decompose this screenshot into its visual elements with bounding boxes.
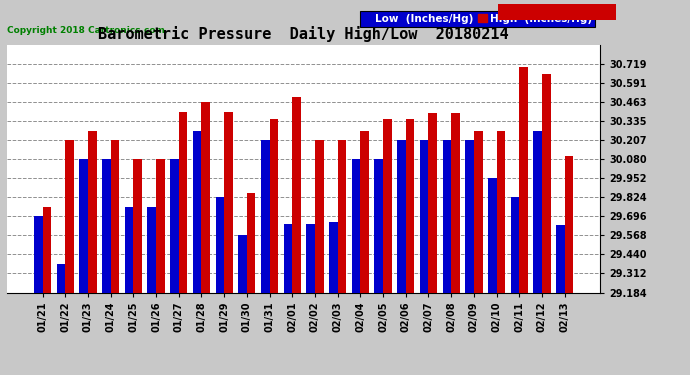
Bar [125, 207, 133, 292]
Legend: Low  (Inches/Hg), High  (Inches/Hg): Low (Inches/Hg), High (Inches/Hg) [360, 10, 595, 27]
Bar [261, 140, 270, 292]
Bar [43, 207, 51, 292]
Bar [133, 159, 142, 292]
Bar [488, 178, 497, 292]
Bar [306, 224, 315, 292]
Bar [533, 131, 542, 292]
Bar [397, 140, 406, 292]
Bar [79, 159, 88, 292]
Bar [352, 159, 360, 292]
Bar [511, 197, 520, 292]
Bar [247, 194, 255, 292]
Bar [329, 222, 337, 292]
Bar [442, 140, 451, 292]
Bar [57, 264, 65, 292]
Bar [474, 131, 482, 292]
Bar [406, 119, 415, 292]
Bar [65, 140, 74, 292]
Bar [315, 140, 324, 292]
Bar [215, 197, 224, 292]
Bar [293, 97, 301, 292]
Bar [375, 159, 383, 292]
Bar [148, 207, 156, 292]
Bar [156, 159, 165, 292]
Bar [520, 67, 528, 292]
Bar [428, 113, 437, 292]
Bar [179, 111, 188, 292]
Bar [337, 140, 346, 292]
Bar [238, 236, 247, 292]
Bar [88, 131, 97, 292]
Bar [34, 216, 43, 292]
Bar [193, 131, 201, 292]
Title: Barometric Pressure  Daily High/Low  20180214: Barometric Pressure Daily High/Low 20180… [98, 27, 509, 42]
Bar [556, 225, 564, 292]
Bar [542, 74, 551, 292]
Text: Copyright 2018 Cartronics.com: Copyright 2018 Cartronics.com [7, 26, 165, 35]
Bar [110, 140, 119, 292]
Bar [102, 159, 110, 292]
Bar [497, 131, 505, 292]
Bar [224, 111, 233, 292]
Bar [201, 102, 210, 292]
Bar [360, 131, 369, 292]
Bar [451, 113, 460, 292]
Bar [564, 156, 573, 292]
Bar [465, 140, 474, 292]
Bar [383, 119, 392, 292]
Bar [420, 140, 428, 292]
Bar [170, 159, 179, 292]
Bar [270, 119, 278, 292]
Bar [284, 224, 293, 292]
